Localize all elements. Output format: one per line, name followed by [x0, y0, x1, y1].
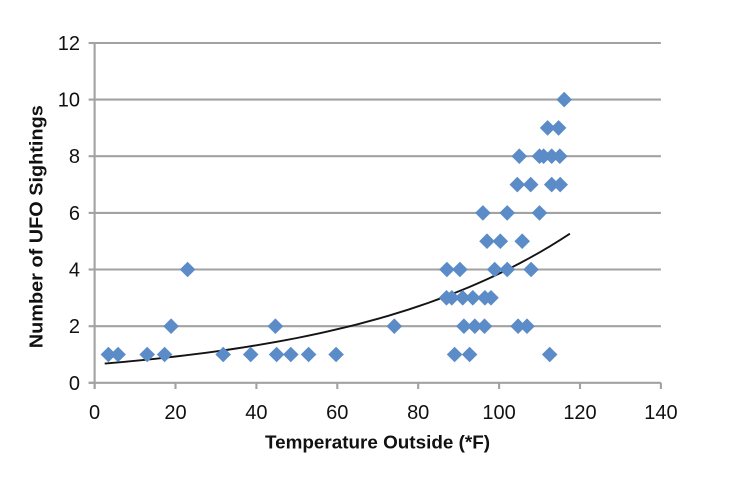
- svg-text:Number of UFO Sightings: Number of UFO Sightings: [26, 105, 47, 348]
- svg-text:Temperature Outside (*F): Temperature Outside (*F): [265, 432, 490, 453]
- svg-text:10: 10: [58, 90, 80, 112]
- svg-text:8: 8: [69, 146, 80, 168]
- svg-text:20: 20: [164, 402, 186, 424]
- svg-text:12: 12: [58, 33, 80, 55]
- svg-text:80: 80: [407, 402, 429, 424]
- svg-text:4: 4: [69, 260, 80, 282]
- svg-text:40: 40: [245, 402, 267, 424]
- svg-text:100: 100: [482, 402, 515, 424]
- svg-text:140: 140: [644, 402, 677, 424]
- svg-text:6: 6: [69, 203, 80, 225]
- svg-text:60: 60: [326, 402, 348, 424]
- svg-text:120: 120: [563, 402, 596, 424]
- svg-text:0: 0: [69, 373, 80, 395]
- svg-text:2: 2: [69, 316, 80, 338]
- svg-text:0: 0: [89, 402, 100, 424]
